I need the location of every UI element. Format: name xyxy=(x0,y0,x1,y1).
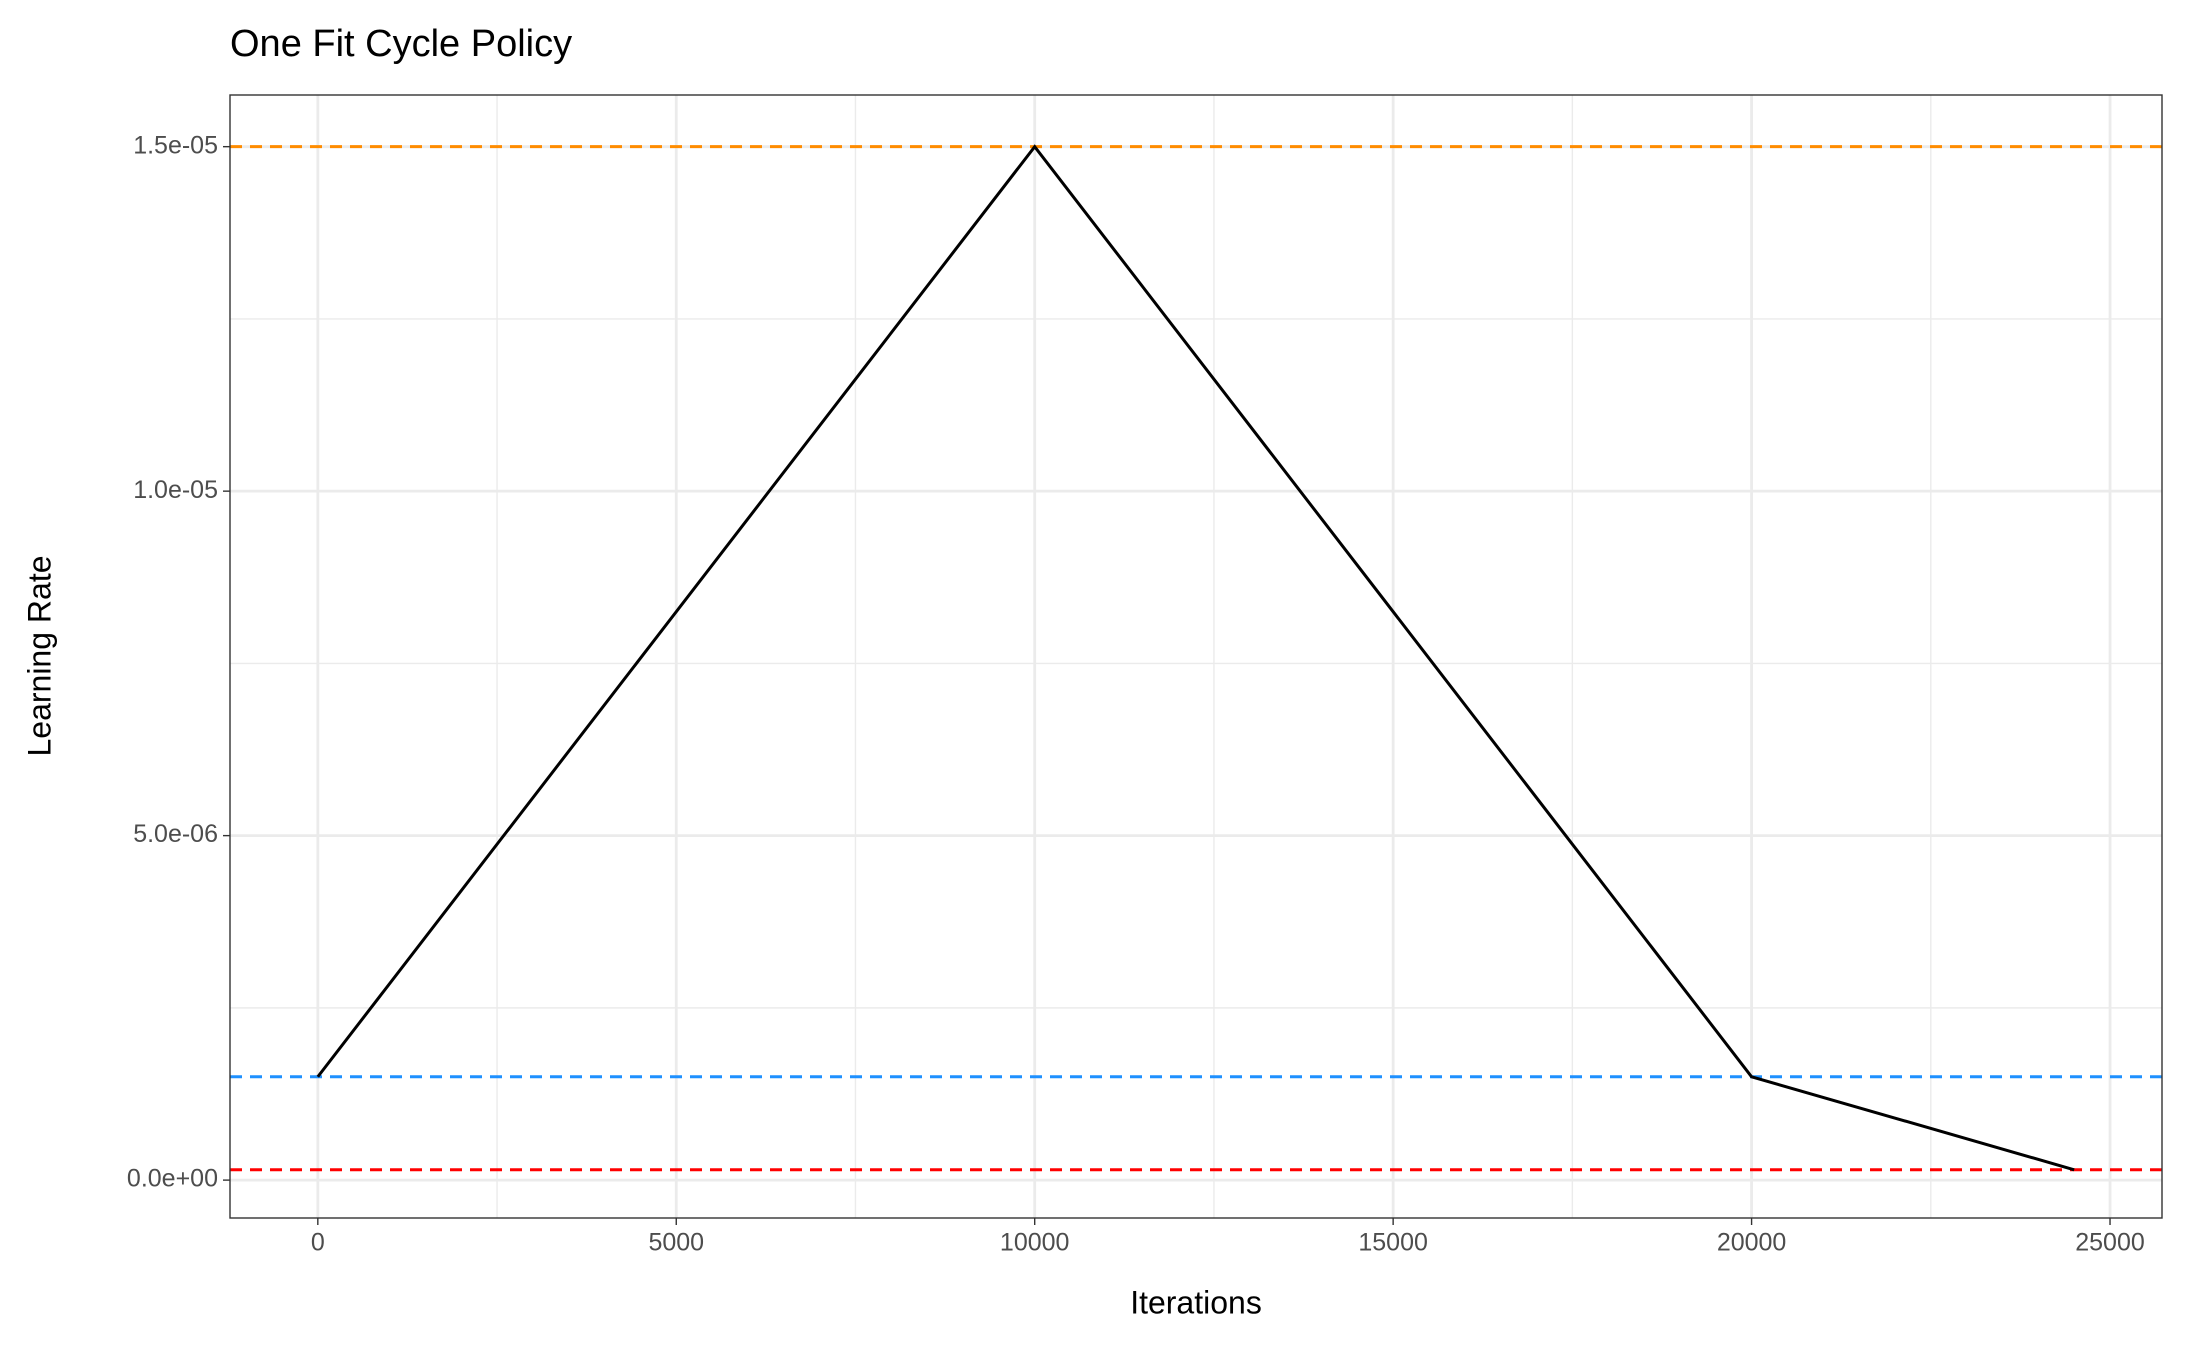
panel-border xyxy=(229,94,2163,1219)
x-tick-label: 20000 xyxy=(1717,1229,1787,1257)
x-axis-title: Iterations xyxy=(1130,1284,1262,1320)
y-tick-label: 1.0e-05 xyxy=(133,476,218,504)
y-tick-label: 0.0e+00 xyxy=(127,1165,218,1193)
x-tick-label: 10000 xyxy=(1000,1229,1070,1257)
y-axis-title: Learning Rate xyxy=(21,555,57,756)
x-tick-label: 15000 xyxy=(1358,1229,1428,1257)
x-tick-label: 0 xyxy=(311,1229,325,1257)
y-tick-label: 5.0e-06 xyxy=(133,820,218,848)
x-tick-label: 25000 xyxy=(2075,1229,2145,1257)
y-tick-label: 1.5e-05 xyxy=(133,131,218,159)
data-line xyxy=(316,144,2075,1172)
chart-title: One Fit Cycle Policy xyxy=(230,23,572,65)
x-tick-label: 5000 xyxy=(648,1229,704,1257)
